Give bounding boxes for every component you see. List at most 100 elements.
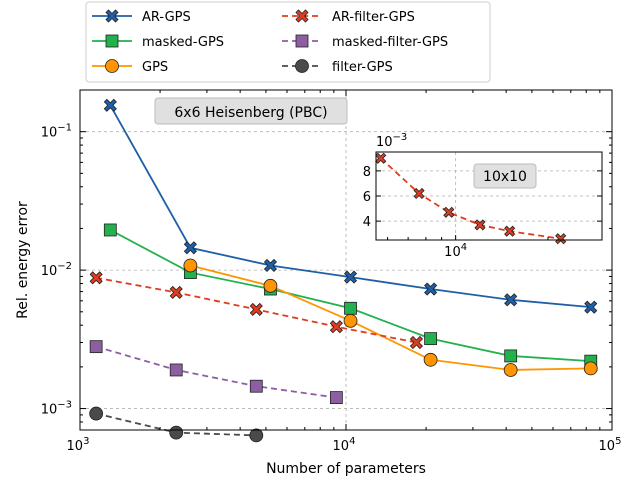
inset-series — [375, 152, 567, 245]
legend-label: masked-GPS — [142, 35, 224, 50]
inset-y-multiplier-exp: −3 — [393, 132, 408, 143]
x-tick-exp: 3 — [83, 436, 89, 447]
series-AR-GPS — [103, 98, 598, 314]
series-filter-GPS — [89, 406, 264, 443]
data-point — [343, 313, 358, 328]
legend-label: AR-GPS — [142, 10, 191, 25]
data-point — [89, 340, 103, 354]
legend-items: AR-GPS masked-GPS GPS AR-filter-GPS masked-f… — [92, 9, 448, 75]
x-tick-label: 103 — [67, 436, 90, 454]
data-point — [504, 293, 518, 307]
data-point — [249, 302, 263, 316]
series-line — [95, 345, 337, 399]
x-tick-base: 10 — [67, 439, 84, 454]
inset-y-tick-label: 6 — [363, 190, 371, 205]
y-tick-exp: −1 — [57, 123, 72, 134]
inset-grid — [376, 152, 602, 240]
y-tick-base: 10 — [41, 403, 58, 418]
data-point — [409, 335, 424, 350]
legend-marker — [105, 34, 119, 48]
inset-x-tick-base: 10 — [444, 245, 461, 260]
data-point — [423, 352, 438, 367]
annotation-text: 6x6 Heisenberg (PBC) — [174, 105, 327, 121]
legend-item-masked-filter-GPS: masked-filter-GPS — [282, 34, 448, 50]
legend-marker — [105, 9, 119, 23]
data-point — [103, 223, 117, 237]
data-point — [103, 98, 117, 112]
legend-label: AR-filter-GPS — [332, 10, 415, 25]
x-tick-label: 104 — [333, 436, 356, 454]
data-point — [183, 258, 198, 273]
inset-x-ticks: 104 — [387, 235, 603, 260]
data-point — [424, 332, 438, 346]
inset-series-line — [380, 157, 561, 240]
inset-data-point — [474, 219, 486, 231]
inset-y-multiplier-base: 10 — [376, 135, 393, 150]
legend-item-masked-GPS: masked-GPS — [92, 34, 224, 50]
x-tick-base: 10 — [333, 439, 350, 454]
inset-data-point — [443, 206, 455, 218]
inset-data-point — [504, 225, 516, 237]
inset-annotation-text: 10x10 — [483, 169, 527, 185]
legend-label: filter-GPS — [332, 60, 393, 75]
legend: AR-GPS masked-GPS GPS AR-filter-GPS masked-f… — [85, 1, 491, 83]
data-point — [169, 285, 183, 299]
y-tick-label: 10−3 — [41, 400, 72, 418]
series-masked-filter-GPS — [89, 340, 343, 404]
x-tick-base: 10 — [599, 439, 616, 454]
y-axis-title: Rel. energy error — [15, 201, 31, 319]
inset-data-point — [413, 187, 425, 200]
data-point — [329, 320, 343, 334]
inset-x-tick-exp: 4 — [461, 242, 467, 253]
main-plot: 103 104 105 10−310−210−1 — [41, 89, 622, 454]
y-tick-exp: −3 — [57, 400, 72, 411]
inset-y-ticks: 4 6 8 — [363, 165, 602, 230]
x-tick-exp: 4 — [349, 436, 355, 447]
data-point — [89, 406, 104, 421]
legend-label: masked-filter-GPS — [332, 35, 448, 50]
data-point — [504, 349, 518, 363]
legend-item-AR-filter-GPS: AR-filter-GPS — [282, 9, 415, 25]
data-point — [169, 363, 183, 377]
legend-item-AR-GPS: AR-GPS — [92, 9, 191, 25]
y-tick-label: 10−2 — [41, 261, 72, 279]
series-AR-filter-GPS — [89, 271, 424, 350]
legend-marker — [295, 59, 309, 73]
data-point — [169, 425, 184, 440]
y-tick-base: 10 — [41, 126, 58, 141]
legend-marker — [295, 9, 309, 23]
legend-label: GPS — [142, 60, 168, 75]
legend-item-GPS: GPS — [92, 59, 168, 75]
data-point — [424, 282, 438, 296]
x-axis-title: Number of parameters — [266, 461, 426, 477]
series-line — [190, 264, 591, 371]
data-point — [183, 241, 197, 255]
y-tick-base: 10 — [41, 264, 58, 279]
data-point — [343, 270, 358, 284]
data-point — [344, 301, 357, 315]
legend-item-filter-GPS: filter-GPS — [282, 59, 393, 75]
inset-annotation-box: 10x10 — [473, 163, 537, 189]
inset-y-tick-label: 8 — [363, 165, 371, 180]
main-y-ticks: 10−310−210−1 — [41, 89, 612, 431]
y-tick-label: 10−1 — [41, 123, 72, 141]
inset-y-tick-label: 4 — [363, 215, 371, 230]
annotation-box: 6x6 Heisenberg (PBC) — [154, 97, 348, 125]
legend-marker — [105, 59, 119, 73]
x-tick-label: 105 — [599, 436, 622, 454]
inset-y-multiplier: 10−3 — [376, 132, 407, 150]
data-point — [263, 278, 278, 293]
data-point — [503, 363, 518, 377]
series-GPS — [183, 258, 598, 377]
data-point — [263, 258, 278, 273]
legend-frame — [85, 1, 491, 83]
data-point — [249, 379, 263, 393]
inset-plot: 104 468 10−3 10x10 — [363, 132, 603, 260]
y-tick-exp: −2 — [57, 261, 72, 272]
main-series — [89, 98, 598, 443]
x-tick-exp: 5 — [615, 436, 621, 447]
data-point — [249, 428, 264, 443]
data-point — [329, 391, 343, 404]
data-point — [584, 300, 598, 314]
data-point — [583, 361, 598, 376]
